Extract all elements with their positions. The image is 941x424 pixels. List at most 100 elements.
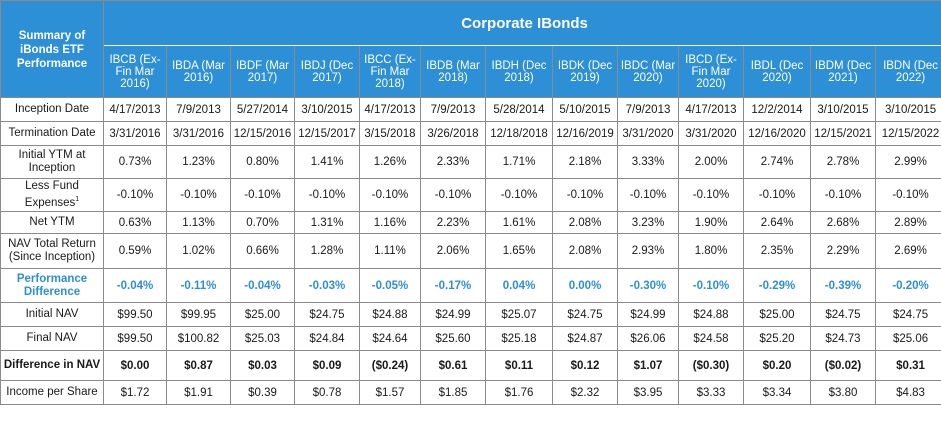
table-cell: -0.29%: [743, 268, 811, 303]
table-cell: $24.75: [294, 302, 360, 327]
table-cell: 1.61%: [485, 211, 553, 234]
table-cell: 7/9/2013: [420, 97, 486, 122]
table-cell: $24.99: [617, 302, 679, 327]
table-cell: $3.80: [810, 380, 876, 405]
table-cell: -0.10%: [230, 178, 295, 212]
table-cell: $0.78: [294, 380, 360, 405]
table-cell: 2.89%: [874, 211, 941, 234]
table-row: Termination Date 3/31/2016 3/31/2016 12/15/…: [0, 121, 941, 146]
table-cell: 0.63%: [103, 211, 167, 234]
table-cell: ($0.30): [678, 350, 744, 381]
table-cell: $25.60: [420, 326, 486, 351]
table-cell: $0.61: [420, 350, 486, 381]
table-cell: 0.66%: [230, 233, 295, 269]
table-cell: $24.75: [552, 302, 618, 327]
table-cell: $100.82: [166, 326, 231, 351]
row-label-text: Income per Share: [6, 386, 98, 398]
table-cell: $1.57: [359, 380, 421, 405]
row-label-text: Final NAV: [26, 332, 78, 344]
table-cell: 0.73%: [103, 145, 167, 179]
table-cell: 2.23%: [420, 211, 486, 234]
column-header: IBDK (Dec 2019): [552, 45, 618, 98]
table-cell: $1.85: [420, 380, 486, 405]
table-cell: ($0.02): [810, 350, 876, 381]
table-cell: $24.87: [552, 326, 618, 351]
table-cell: 5/10/2015: [552, 97, 618, 122]
table-cell: 2.08%: [552, 211, 618, 234]
summary-label: Summary of iBonds ETF Performance: [0, 0, 104, 98]
table-cell: 2.00%: [678, 145, 744, 179]
table-cell: $0.11: [485, 350, 553, 381]
table-cell: 12/16/2020: [743, 121, 811, 146]
table-row: Difference in NAV $0.00 $0.87 $0.03 $0.09 ($0…: [0, 350, 941, 381]
table-cell: 1.31%: [294, 211, 360, 234]
table-cell: 12/15/2021: [810, 121, 876, 146]
row-label-text: Initial NAV: [25, 308, 79, 320]
table-cell: $25.20: [743, 326, 811, 351]
column-header: IBCC (Ex-Fin Mar 2018): [359, 45, 421, 98]
table-cell: $24.99: [420, 302, 486, 327]
table-cell: 7/9/2013: [617, 97, 679, 122]
row-label-text: Performance Difference: [16, 272, 88, 298]
table-cell: $3.95: [617, 380, 679, 405]
table-cell: 12/2/2014: [743, 97, 811, 122]
table-cell: 4/17/2013: [678, 97, 744, 122]
column-header: IBDL (Dec 2020): [743, 45, 811, 98]
table-cell: 1.16%: [359, 211, 421, 234]
row-label: Termination Date: [0, 121, 104, 146]
table-cell: 4/17/2013: [103, 97, 167, 122]
table-cell: -0.04%: [230, 268, 295, 303]
footnote-marker: 1: [75, 196, 80, 204]
table-cell: 2.99%: [874, 145, 941, 179]
table-cell: -0.03%: [294, 268, 360, 303]
table-cell: $0.20: [743, 350, 811, 381]
group-title: Corporate IBonds: [102, 0, 941, 46]
table-cell: 2.64%: [743, 211, 811, 234]
table-cell: 1.90%: [678, 211, 744, 234]
table-cell: $25.03: [230, 326, 295, 351]
row-label-text: Initial YTM at Inception: [18, 149, 86, 174]
row-label: Final NAV: [0, 326, 104, 351]
column-header: IBDF (Mar 2017): [230, 45, 295, 98]
table-cell: -0.10%: [678, 268, 744, 303]
table-cell: 3/26/2018: [420, 121, 486, 146]
table-cell: 1.02%: [166, 233, 231, 269]
table-cell: $0.12: [552, 350, 618, 381]
column-header: IBDM (Dec 2021): [810, 45, 876, 98]
table-cell: $0.87: [166, 350, 231, 381]
table-cell: -0.10%: [166, 178, 231, 212]
table-row: Initial NAV $99.50 $99.95 $25.00 $24.75 $24.8…: [0, 302, 941, 327]
row-label: Income per Share: [0, 380, 104, 405]
table-row: Net YTM 0.63% 1.13% 0.70% 1.31% 1.16% 2.23% 1.6…: [0, 211, 941, 234]
table-row: Final NAV $99.50 $100.82 $25.03 $24.84 $24.64…: [0, 326, 941, 351]
table-cell: -0.10%: [485, 178, 553, 212]
column-header: IBCD (Ex-Fin Mar 2020): [678, 45, 744, 98]
row-label: Performance Difference: [0, 268, 104, 303]
table-cell: 2.29%: [810, 233, 876, 269]
table-cell: 1.11%: [359, 233, 421, 269]
table-cell: 3/10/2015: [294, 97, 360, 122]
table-cell: -0.30%: [617, 268, 679, 303]
table-cell: 1.13%: [166, 211, 231, 234]
table-cell: 5/28/2014: [485, 97, 553, 122]
table-cell: 3.33%: [617, 145, 679, 179]
row-label: Inception Date: [0, 97, 104, 122]
row-label-text: Inception Date: [14, 103, 90, 115]
table-cell: -0.10%: [874, 178, 941, 212]
table-cell: 0.00%: [552, 268, 618, 303]
table-cell: 12/18/2018: [485, 121, 553, 146]
table-cell: -0.10%: [678, 178, 744, 212]
row-label-text: Net YTM: [29, 216, 75, 228]
table-cell: 3/15/2018: [359, 121, 421, 146]
table-cell: 12/15/2017: [294, 121, 360, 146]
row-label: Difference in NAV: [0, 350, 104, 381]
table-cell: $25.18: [485, 326, 553, 351]
table-cell: -0.10%: [359, 178, 421, 212]
table-cell: $24.88: [678, 302, 744, 327]
row-label-text: Difference in NAV: [3, 359, 101, 371]
table-cell: 0.59%: [103, 233, 167, 269]
table-cell: $0.03: [230, 350, 295, 381]
table-cell: -0.17%: [420, 268, 486, 303]
column-header: IBCB (Ex-Fin Mar 2016): [103, 45, 167, 98]
table-cell: $1.72: [103, 380, 167, 405]
